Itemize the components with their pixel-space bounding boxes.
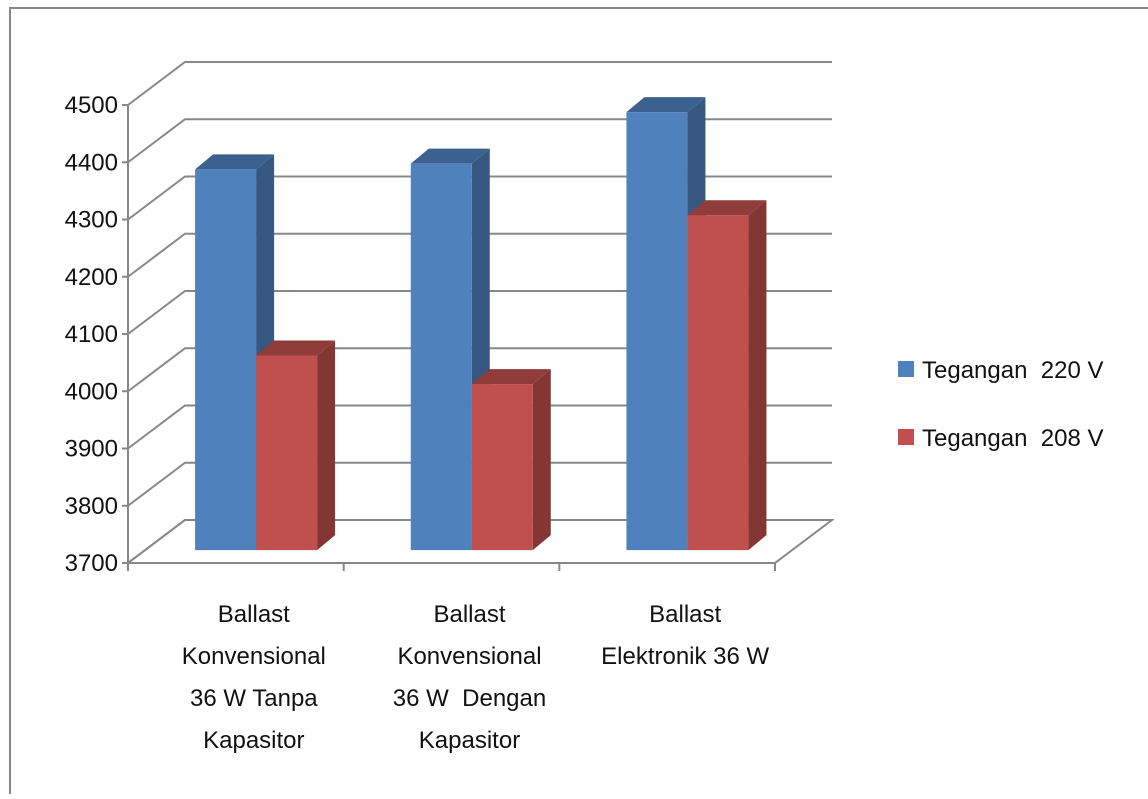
grid-line <box>127 461 832 507</box>
x-tick-label-line: Elektronik 36 W <box>601 643 769 670</box>
grid-line <box>127 175 832 221</box>
x-tick-label: Ballast Konvensional 36 W Tanpa Kapasitor <box>182 601 326 754</box>
y-tick-label: 4300 <box>65 207 118 234</box>
legend-label: Tegangan 208 V <box>922 425 1104 452</box>
bar-side <box>748 200 767 551</box>
y-tick-label: 4400 <box>65 149 118 176</box>
y-tick-label: 4500 <box>65 92 118 119</box>
bar-side <box>532 369 551 551</box>
grid-line <box>127 347 832 393</box>
grid-line <box>127 290 832 335</box>
grid-line <box>127 404 832 450</box>
bar-front <box>626 112 688 551</box>
legend-swatch <box>898 361 914 377</box>
y-tick-label: 3800 <box>65 493 118 520</box>
bar-top <box>626 97 706 113</box>
x-tick-label: Ballast Konvensional 36 W Dengan Kapasitor <box>393 601 546 754</box>
x-tick-label-line: Ballast <box>433 601 505 628</box>
y-tick-label: 4100 <box>65 321 118 348</box>
grid-line <box>127 519 832 564</box>
grid-line <box>127 232 832 278</box>
legend-swatch <box>898 429 914 445</box>
y-tick-label: 4000 <box>65 378 118 405</box>
bar-top <box>410 148 490 164</box>
bar-top <box>687 200 767 216</box>
y-tick-label: 3900 <box>65 436 118 463</box>
x-tick-label: Ballast Elektronik 36 W <box>601 601 769 670</box>
x-tick-label-line: 36 W Dengan <box>393 685 546 712</box>
x-tick-label-line: Ballast <box>218 601 290 628</box>
bar-front <box>195 169 257 551</box>
x-tick-label-line: Ballast <box>649 601 721 628</box>
y-tick-label: 3700 <box>65 550 118 577</box>
bar <box>471 369 551 551</box>
bar <box>687 200 767 551</box>
x-tick-label-line: Kapasitor <box>203 727 304 754</box>
bar-front <box>687 215 749 551</box>
bar-top <box>471 369 551 385</box>
grid-line <box>127 118 832 164</box>
bar-side <box>317 340 336 551</box>
bar-top <box>195 154 275 170</box>
bar-front <box>410 163 472 551</box>
x-tick-label-line: 36 W Tanpa <box>190 685 318 712</box>
chart-frame <box>9 7 1148 799</box>
bar <box>256 340 336 551</box>
bar-front <box>471 384 533 551</box>
x-tick-label-line: Konvensional <box>182 643 326 670</box>
x-tick-label-line: Kapasitor <box>419 727 520 754</box>
legend-label: Tegangan 220 V <box>922 357 1104 384</box>
bar-top <box>256 340 336 356</box>
bar-front <box>256 355 318 551</box>
y-tick-label: 4200 <box>65 264 118 291</box>
x-tick-label-line: Konvensional <box>397 643 541 670</box>
grid-line <box>127 61 832 106</box>
